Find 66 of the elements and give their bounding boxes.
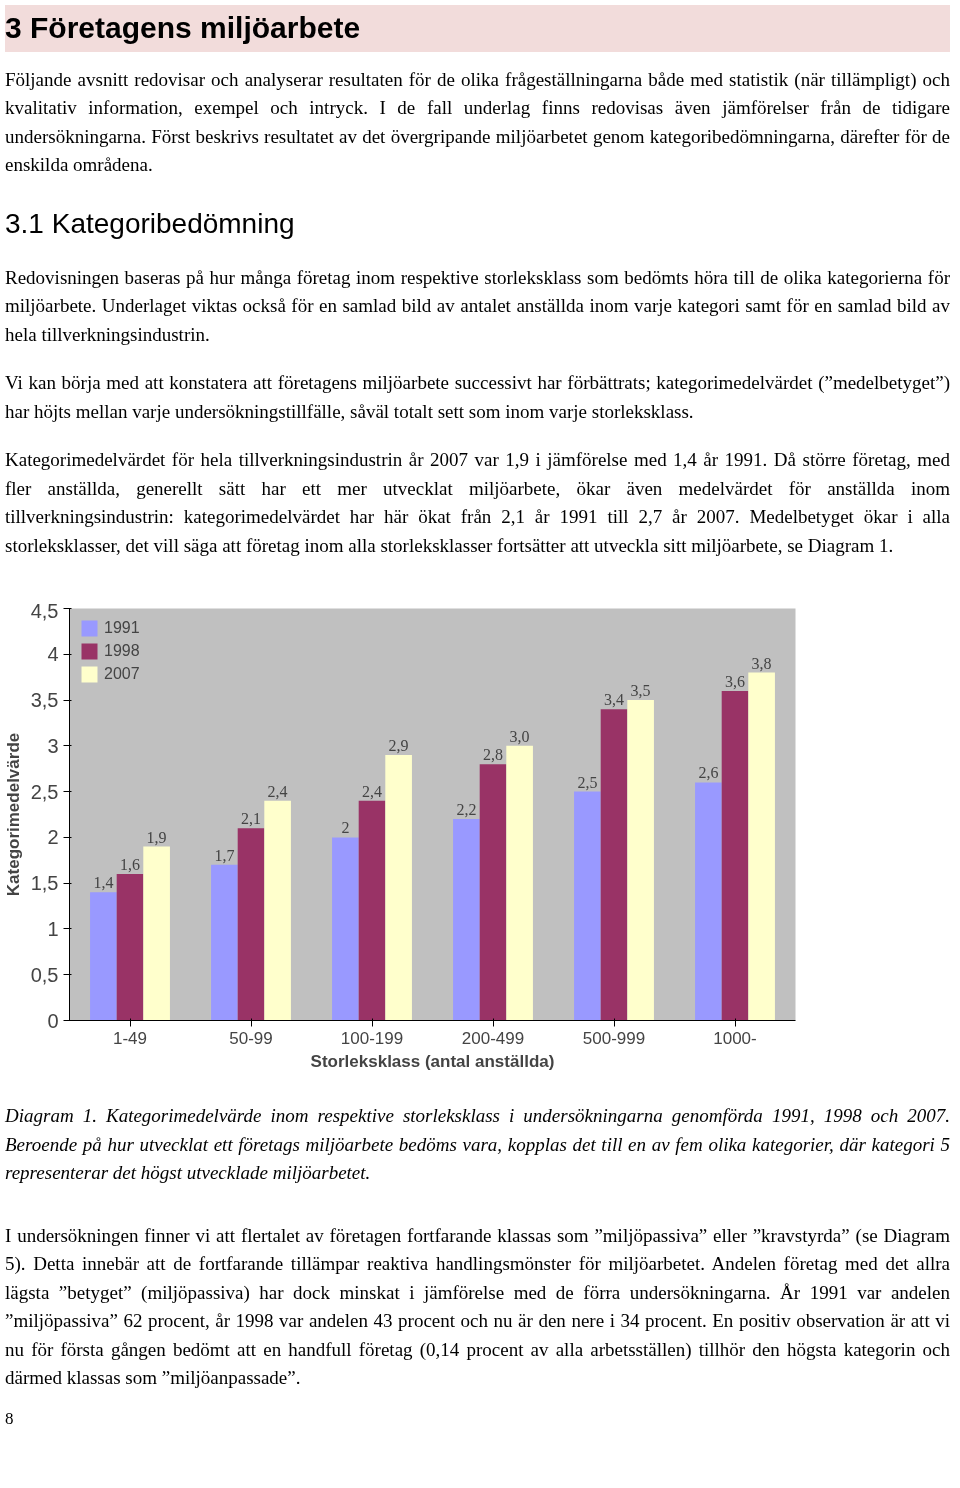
- y-tick-label: 4: [47, 643, 59, 666]
- bar: [385, 755, 412, 1021]
- text: Diagram 1. Kategorimedelvärde inom respektive storleksklass i undersökningarna genomförda 1991, 1998 och 2007. Beroende på hur utvecklat ett företags miljöarbete bedöms vara, kopplas det till en av fem olika kategorier, där kategori 5 representerar det högst utvecklade miljöarbetet.: [5, 1104, 950, 1186]
- data-label: 1,4: [93, 874, 114, 892]
- data-label: 1,9: [146, 828, 167, 846]
- data-label: 1,6: [120, 856, 140, 874]
- data-label: 2,2: [456, 801, 477, 819]
- data-label: 2,5: [577, 773, 598, 791]
- x-tick-label: 1000-: [713, 1028, 757, 1048]
- bar: [143, 846, 170, 1021]
- bar: [695, 782, 722, 1021]
- y-tick-label: 0,5: [30, 964, 59, 987]
- y-axis-title: Kategorimedelvärde: [3, 733, 23, 897]
- y-tick-label: 1,5: [30, 872, 59, 895]
- legend-label: 2007: [104, 665, 140, 684]
- data-label: 3,5: [630, 682, 651, 700]
- bar: [116, 874, 144, 1021]
- bar: [211, 865, 238, 1021]
- data-label: 3,8: [751, 654, 772, 672]
- text: Redovisningen baseras på hur många företag inom respektive storleksklass som bedömts höra till de olika kategorierna för miljöarbete. Underlaget viktas också för en samlad bild av antalet anställda inom varje kategori samt för en samlad bild av hela tillverkningsindustrin.: [5, 265, 950, 347]
- bar: [237, 828, 265, 1021]
- bar: [627, 700, 654, 1021]
- text: I undersökningen finner vi att flertalet av företagen fortfarande klassas som ”miljöpassiva” eller ”kravstyrda” (se Diagram 5). Detta innebär att de fortfarande tillämpar reaktiva handlingsmönster för miljöarbetet. Andelen företag med det allra lägsta ”betyget” (miljöpassiva) har dock minskat i jämförelse med de förra undersökningarna. År 1991 var andelen ”miljöpassiva” 62 procent, år 1998 var andelen 43 procent och nu är den nere i 34 procent. En positiv observation är att vi nu för första gången bedömt att en handfull företag (0,14 procent av alla arbetsställen) tillhör den högsta kategorin och därmed klassas som ”miljöanpassade”.: [5, 1223, 950, 1391]
- text: 8: [5, 1407, 14, 1430]
- data-label: 2: [341, 819, 350, 837]
- x-tick-label: 50-99: [229, 1028, 273, 1048]
- text: Följande avsnitt redovisar och analyserar resultaten för de olika frågeställningarna både med statistik (när tillämpligt) och kvalitativ information, exempel och intryck. I de fall underlag finns redovisas även jämförelser från de tidigare undersökningarna. Först beskrivs resultatet av det övergripande miljöarbetet genom kategoribedömningarna, därefter för de enskilda områdena.: [5, 67, 950, 178]
- chart-title: 3 Företagens miljöarbete: [5, 5, 950, 52]
- legend-label: 1991: [104, 619, 140, 638]
- legend-label: 1998: [104, 642, 140, 661]
- y-tick-label: 3,5: [30, 689, 59, 712]
- data-label: 2,8: [483, 746, 503, 764]
- y-tick-label: 4,5: [30, 599, 59, 622]
- data-label: 2,4: [362, 783, 382, 801]
- bar: [358, 801, 386, 1021]
- bar: [721, 691, 749, 1021]
- bar: [479, 764, 507, 1021]
- y-tick-label: 2: [47, 826, 59, 849]
- x-tick-label: 200-499: [461, 1028, 525, 1048]
- data-label: 2,6: [698, 764, 719, 782]
- bar: [748, 672, 775, 1021]
- bar: [600, 709, 628, 1021]
- y-tick-label: 0: [47, 1009, 59, 1032]
- x-tick-label: 500-999: [582, 1028, 646, 1048]
- data-label: 2,9: [388, 737, 409, 755]
- bar: [332, 837, 359, 1021]
- data-label: 3,6: [725, 673, 745, 691]
- x-tick-label: 1-49: [112, 1028, 148, 1048]
- bar: [574, 791, 601, 1021]
- y-tick-label: 2,5: [30, 780, 59, 803]
- bar: [264, 801, 291, 1021]
- x-axis-title: Storleksklass (antal anställda): [310, 1051, 555, 1071]
- data-label: 1,7: [214, 847, 235, 865]
- text: Vi kan börja med att konstatera att företagens miljöarbete successivt har förbättrats; kategorimedelvärdet (”medelbetyget”) har höjts mellan varje undersökningstillfälle, såväl totalt sett som inom varje storleksklass.: [5, 371, 950, 424]
- y-tick-label: 1: [47, 918, 59, 941]
- bar: [453, 819, 480, 1021]
- bar: [90, 892, 117, 1021]
- x-tick-label: 100-199: [340, 1028, 404, 1048]
- bar: [506, 746, 533, 1021]
- data-label: 3,4: [604, 691, 624, 709]
- text: Kategorimedelvärdet för hela tillverkningsindustrin år 2007 var 1,9 i jämförelse med 1,4 år 1991. Då större företag, med fler anställda, generellt sätt har ett mer utvecklat miljöarbete, ökar även medelvärdet för anställda inom tillverkningsindustrin: kategorimedelvärdet har här ökat från 2,1 år 1991 till 2,7 år 2007. Medelbetyget ökar i alla storleksklasser, det vill säga att företag inom alla storleksklasser fortsätter att utveckla sitt miljöarbete, se Diagram 1.: [5, 448, 950, 558]
- data-label: 3,0: [509, 728, 530, 746]
- data-label: 2,1: [241, 810, 261, 828]
- chart-subtitle: 3.1 Kategoribedömning: [5, 206, 295, 241]
- y-tick-label: 3: [47, 735, 59, 758]
- data-label: 2,4: [267, 783, 288, 801]
